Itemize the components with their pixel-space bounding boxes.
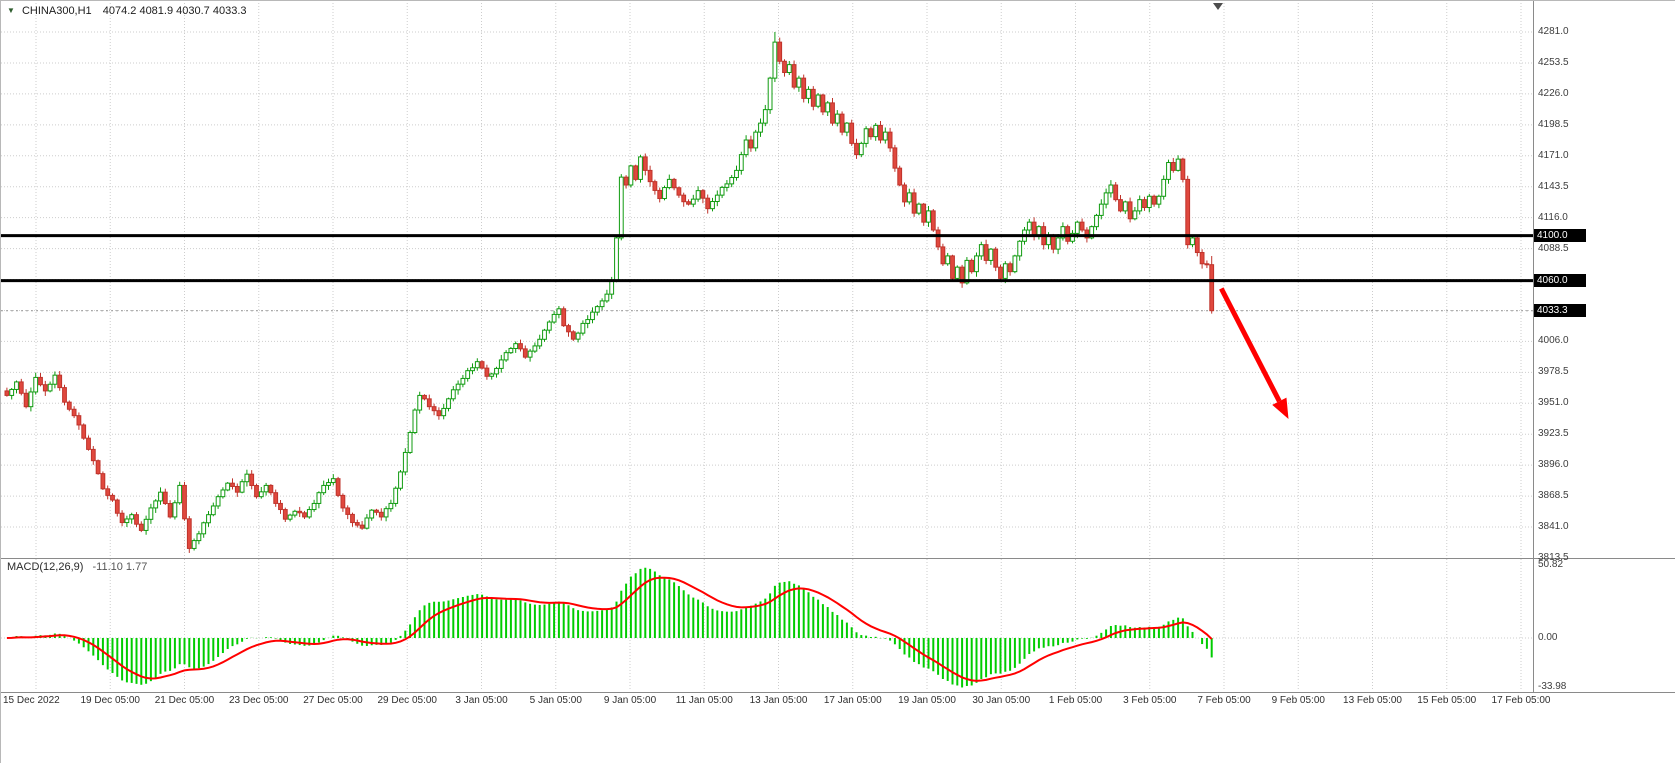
chart-shift-marker-icon [1213,3,1223,10]
time-tick-label: 17 Feb 05:00 [1491,695,1551,706]
grid-layer [1,3,1533,691]
time-tick-label: 27 Dec 05:00 [303,695,363,706]
level-price-tag: 4100.0 [1534,229,1586,243]
level-price-tag: 4060.0 [1534,274,1586,288]
macd-panel-separator [1,558,1675,559]
time-tick-label: 15 Dec 2022 [3,695,60,706]
macd-tick-label: 50.82 [1538,559,1564,570]
price-tick-label: 3841.0 [1538,521,1569,533]
price-tick-label: 4116.0 [1538,211,1568,223]
time-axis-separator [1,692,1675,693]
price-tick-label: 3896.0 [1538,459,1569,471]
current-price-tag: 4033.3 [1534,304,1586,318]
chart-title: ▼ CHINA300,H1 4074.2 4081.9 4030.7 4033.… [7,5,247,17]
price-tick-label: 4281.0 [1538,26,1569,37]
time-tick-label: 1 Feb 05:00 [1048,695,1103,706]
time-tick-label: 5 Jan 05:00 [529,695,582,706]
chart-symbol-timeframe: CHINA300,H1 [21,5,92,17]
time-tick-label: 19 Dec 05:00 [80,695,141,706]
time-tick-label: 9 Feb 05:00 [1271,695,1325,706]
time-tick-label: 7 Feb 05:00 [1197,695,1251,706]
macd-axis: 50.82 0.00 -33.98 [1534,558,1675,692]
price-tick-label: 3923.5 [1538,428,1569,440]
macd-signal-line [6,576,1213,682]
macd-tick-label: -33.98 [1538,681,1567,692]
time-tick-label: 30 Jan 05:00 [972,695,1031,706]
horizontal-lines [1,234,1533,283]
price-tick-label: 4253.5 [1538,56,1569,68]
time-tick-label: 29 Dec 05:00 [377,695,438,706]
price-tick-label: 3951.0 [1538,397,1569,409]
time-tick-label: 3 Feb 05:00 [1123,695,1177,706]
price-tick-label: 4171.0 [1538,149,1569,161]
chart-ohlc-readout: 4074.2 4081.9 4030.7 4033.3 [102,5,247,17]
price-tick-label: 4226.0 [1538,87,1569,99]
time-tick-label: 9 Jan 05:00 [603,695,657,706]
price-tick-label: 3813.5 [1538,552,1569,563]
macd-name: MACD(12,26,9) [7,561,84,573]
chart-canvas[interactable] [1,1,1533,693]
macd-values: -11.10 1.77 [92,561,148,573]
candles-layer [4,32,1215,553]
time-axis[interactable]: 15 Dec 2022 19 Dec 05:00 21 Dec 05:00 23 De… [1,693,1675,711]
time-tick-label: 21 Dec 05:00 [154,695,215,706]
price-tick-label: 4198.5 [1538,118,1569,130]
macd-indicator-label: MACD(12,26,9) -11.10 1.77 [7,561,147,573]
price-tick-label: 3978.5 [1538,366,1569,378]
macd-tick-label: 0.00 [1538,632,1558,643]
price-tick-label: 4006.0 [1538,335,1569,347]
price-tick-label: 4088.5 [1538,242,1569,254]
symbol-marker-icon: ▼ [7,6,15,15]
time-tick-label: 15 Feb 05:00 [1417,695,1477,706]
time-tick-label: 13 Jan 05:00 [749,695,808,706]
time-tick-label: 11 Jan 05:00 [675,695,733,706]
time-tick-label: 17 Jan 05:00 [823,695,882,706]
price-axis-separator [1533,1,1534,693]
price-tick-label: 4143.5 [1538,180,1569,192]
time-tick-label: 19 Jan 05:00 [898,695,956,706]
price-axis[interactable]: 4281.0 4253.5 4226.0 4198.5 4171.0 4143.5 4116… [1534,1,1675,563]
time-tick-label: 23 Dec 05:00 [229,695,289,706]
time-tick-label: 13 Feb 05:00 [1343,695,1402,706]
time-tick-label: 3 Jan 05:00 [455,695,508,706]
trend-arrow [1219,287,1289,420]
price-tick-label: 3868.5 [1538,490,1569,502]
